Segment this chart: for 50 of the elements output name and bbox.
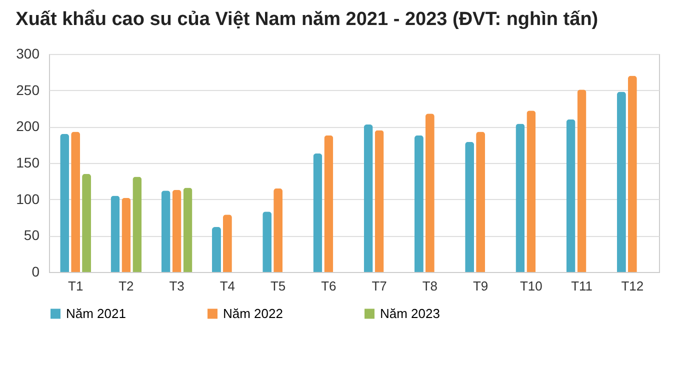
x-tick-label: T2 [118,278,134,294]
bar [274,188,283,272]
x-tick-label: T6 [321,278,336,294]
bar [222,214,232,272]
x-tick-label: T10 [520,278,542,294]
bar [122,198,131,272]
bar [465,142,474,272]
bar [60,134,70,272]
x-tick-label: T1 [68,278,84,294]
bar [172,190,182,272]
bar [262,212,272,272]
bar [616,92,626,272]
legend-label: Năm 2022 [223,306,283,321]
y-tick-label: 50 [24,227,40,244]
bar [71,132,80,272]
bar [212,226,221,272]
x-tick-label: T4 [220,278,236,294]
bar [161,190,170,272]
bar [110,196,120,272]
x-tick-label: T7 [372,278,387,294]
y-tick-label: 300 [16,46,40,62]
x-tick-label: T11 [571,278,593,294]
bar [425,114,434,272]
y-tick-label: 0 [32,264,40,280]
y-tick-label: 100 [16,190,40,207]
bar [516,124,525,272]
bar [183,188,192,272]
chart-title: Xuất khẩu cao su của Việt Nam năm 2021 - 2023 (ĐVT: nghìn tấn) [16,9,598,30]
bar [577,90,586,272]
x-tick-label: T5 [270,278,286,294]
bar [526,110,536,272]
x-tick-label: T8 [422,278,438,294]
x-tick-label: T12 [621,278,644,294]
x-tick-label: T9 [472,278,488,294]
bar [374,130,384,272]
bar [364,124,373,272]
bar [132,176,142,272]
bar [82,174,92,272]
bar [414,135,424,272]
y-tick-label: 150 [16,154,40,170]
y-tick-label: 200 [16,118,40,134]
bar [313,154,322,272]
y-tick-label: 250 [16,82,40,98]
x-tick-label: T3 [169,278,184,294]
bar [566,119,576,272]
bar [628,76,637,272]
bar [324,135,334,272]
legend-label: Năm 2021 [66,306,126,321]
legend-label: Năm 2023 [380,306,440,321]
bar [476,132,486,272]
